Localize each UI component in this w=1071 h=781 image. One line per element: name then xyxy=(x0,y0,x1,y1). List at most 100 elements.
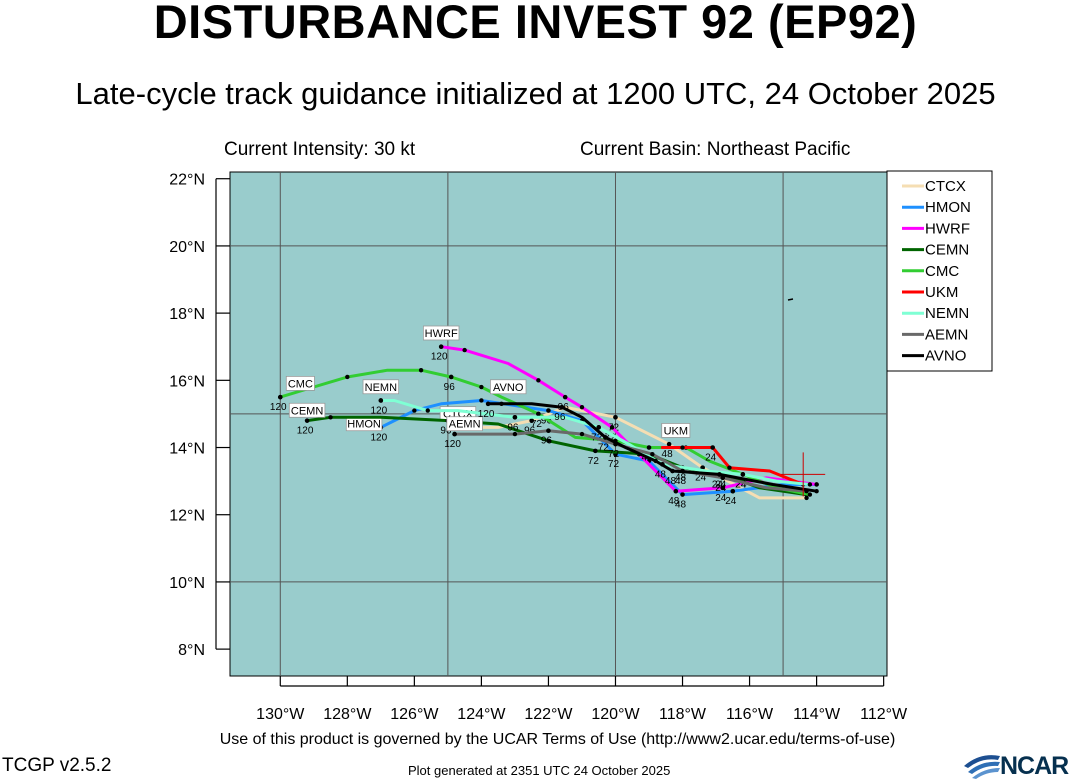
track-point xyxy=(485,401,491,407)
product-title: DISTURBANCE INVEST 92 (EP92) xyxy=(153,0,918,48)
terms-of-use: Use of this product is governed by the U… xyxy=(219,731,896,748)
track-point xyxy=(579,431,585,437)
track-ukm: 24 UKM xyxy=(660,423,806,487)
forecast-hour-label: 48 xyxy=(675,500,687,511)
track-line-avno xyxy=(486,402,819,493)
forecast-hour-label: 120 xyxy=(478,409,495,420)
track-point xyxy=(804,495,809,501)
legend-label: AVNO xyxy=(925,348,966,365)
model-label-box xyxy=(446,416,483,432)
model-label: HMON xyxy=(347,419,381,431)
track-point xyxy=(562,394,568,400)
forecast-hour-label: 72 xyxy=(588,456,600,467)
track-point xyxy=(448,374,454,380)
track-point xyxy=(546,408,551,413)
x-tick-label: 116°W xyxy=(726,706,774,723)
model-label: CEMN xyxy=(291,405,323,417)
legend-label: AEMN xyxy=(925,326,968,343)
forecast-hour-label: 24 xyxy=(715,479,727,490)
model-label: UKM xyxy=(664,425,688,437)
track-point xyxy=(670,468,675,474)
track-point xyxy=(807,482,813,487)
forecast-hour-label: 24 xyxy=(705,453,717,464)
product-subtitle: Late-cycle track guidance initialized at… xyxy=(75,76,996,111)
track-point xyxy=(418,368,424,373)
track-point xyxy=(579,405,585,410)
x-tick-label: 114°W xyxy=(793,706,841,723)
track-point xyxy=(425,408,430,413)
forecast-hour-label: 72 xyxy=(531,419,543,430)
forecast-hour-label: 48 xyxy=(668,496,680,507)
y-tick-label: 22°N xyxy=(169,172,205,189)
forecast-hour-label: 120 xyxy=(370,405,387,416)
forecast-hour-label: 96 xyxy=(541,436,553,447)
track-point xyxy=(536,411,541,417)
track-point xyxy=(277,394,283,400)
current-intensity: Current Intensity: 30 kt xyxy=(224,139,416,160)
forecast-hour-label: 72 xyxy=(598,442,610,453)
map-axes: 130°W 128°W 126°W 124°W 122°W 120°W 118°W 116°W… xyxy=(169,172,908,723)
track-point xyxy=(559,404,565,410)
track-point xyxy=(814,489,819,494)
track-point xyxy=(462,347,467,353)
current-position-marker xyxy=(781,452,826,497)
track-point xyxy=(479,384,484,390)
track-point xyxy=(680,492,685,497)
track-point xyxy=(499,401,504,407)
forecast-hour-label: 24 xyxy=(715,493,727,504)
track-point xyxy=(740,472,746,477)
y-tick-label: 18°N xyxy=(169,306,205,323)
x-tick-label: 118°W xyxy=(659,706,707,723)
track-point xyxy=(710,445,715,450)
x-tick-label: 130°W xyxy=(256,706,305,723)
track-point xyxy=(603,435,608,440)
model-label-box xyxy=(661,423,691,438)
track-point xyxy=(512,414,518,420)
track-point xyxy=(596,425,602,430)
y-tick-label: 20°N xyxy=(169,239,205,256)
track-point xyxy=(345,374,350,380)
model-label: CMC xyxy=(288,378,313,390)
legend: CTCX HMON HWRF CEMN CMC UKM NEMN AEMN AVNO xyxy=(886,170,993,372)
track-point xyxy=(673,488,679,494)
legend-label: HMON xyxy=(925,199,971,216)
forecast-hour-label: 72 xyxy=(605,432,617,443)
y-tick-label: 8°N xyxy=(178,642,205,659)
track-point xyxy=(727,465,732,470)
model-label-box xyxy=(422,325,460,341)
track-point xyxy=(653,458,658,464)
forecast-hour-label: 72 xyxy=(608,449,620,460)
track-line-hmon xyxy=(379,399,819,497)
model-label-box xyxy=(362,379,400,395)
y-tick-label: 10°N xyxy=(169,575,205,592)
track-hmon: 24 48 72 96 120 HMON xyxy=(345,398,819,511)
track-point xyxy=(613,414,618,420)
current-basin: Current Basin: Northeast Pacific xyxy=(580,139,851,160)
track-point xyxy=(378,398,384,403)
model-label-box xyxy=(285,375,315,391)
x-tick-label: 112°W xyxy=(860,706,908,723)
track-point xyxy=(512,431,518,437)
forecast-hour-label: 24 xyxy=(735,479,747,490)
x-tick-label: 126°W xyxy=(390,706,439,723)
y-tick-label: 16°N xyxy=(169,373,205,390)
forecast-hour-label: 120 xyxy=(297,426,314,437)
track-point xyxy=(646,445,652,450)
model-label-box xyxy=(490,379,527,395)
forecast-hour-label: 24 xyxy=(715,483,727,494)
forecast-hour-label: 120 xyxy=(444,439,461,450)
forecast-hour-label: 96 xyxy=(554,412,566,423)
track-point xyxy=(807,492,813,497)
version-label: TCGP v2.5.2 xyxy=(2,755,112,776)
map-ocean xyxy=(229,171,888,677)
island-mark xyxy=(787,298,794,301)
model-label: NEMN xyxy=(365,382,397,394)
track-point xyxy=(609,425,615,430)
legend-label: UKM xyxy=(925,284,958,301)
track-point xyxy=(680,445,685,450)
model-label-box xyxy=(288,402,326,418)
legend-label: NEMN xyxy=(925,305,969,322)
